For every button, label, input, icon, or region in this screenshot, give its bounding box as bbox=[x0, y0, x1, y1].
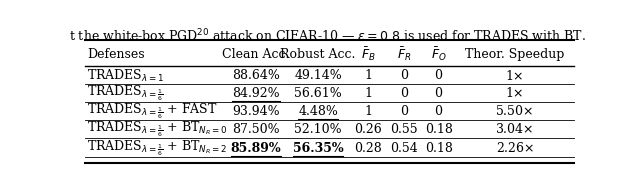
Text: 93.94%: 93.94% bbox=[232, 105, 280, 118]
Text: $\bar{F}_R$: $\bar{F}_R$ bbox=[397, 46, 411, 63]
Text: 0.18: 0.18 bbox=[425, 122, 452, 136]
Text: $\bar{F}_B$: $\bar{F}_B$ bbox=[361, 46, 376, 63]
Text: TRADES$_{\lambda=1}$: TRADES$_{\lambda=1}$ bbox=[88, 68, 164, 84]
Text: 3.04$\times$: 3.04$\times$ bbox=[495, 122, 534, 136]
Text: 87.50%: 87.50% bbox=[232, 122, 280, 136]
Text: Theor. Speedup: Theor. Speedup bbox=[465, 48, 564, 61]
Text: 1: 1 bbox=[364, 69, 372, 82]
Text: Defenses: Defenses bbox=[88, 48, 145, 61]
Text: 0: 0 bbox=[400, 69, 408, 82]
Text: 0.54: 0.54 bbox=[390, 142, 418, 155]
Text: 1: 1 bbox=[364, 105, 372, 118]
Text: 88.64%: 88.64% bbox=[232, 69, 280, 82]
Text: TRADES$_{\lambda=\frac{1}{6}}$: TRADES$_{\lambda=\frac{1}{6}}$ bbox=[88, 84, 164, 103]
Text: 0.18: 0.18 bbox=[425, 142, 452, 155]
Text: Robust Acc.: Robust Acc. bbox=[280, 48, 356, 61]
Text: 2.26$\times$: 2.26$\times$ bbox=[495, 141, 534, 155]
Text: 1$\times$: 1$\times$ bbox=[506, 69, 524, 83]
Text: TRADES$_{\lambda=\frac{1}{6}}$ + FAST: TRADES$_{\lambda=\frac{1}{6}}$ + FAST bbox=[88, 102, 218, 121]
Text: 1$\times$: 1$\times$ bbox=[506, 86, 524, 100]
Text: 56.61%: 56.61% bbox=[294, 87, 342, 100]
Text: 84.92%: 84.92% bbox=[232, 87, 280, 100]
Text: 0.55: 0.55 bbox=[390, 122, 418, 136]
Text: 52.10%: 52.10% bbox=[294, 122, 342, 136]
Text: 5.50$\times$: 5.50$\times$ bbox=[495, 104, 534, 118]
Text: 85.89%: 85.89% bbox=[231, 142, 282, 155]
Text: 1: 1 bbox=[364, 87, 372, 100]
Text: 49.14%: 49.14% bbox=[294, 69, 342, 82]
Text: 0: 0 bbox=[435, 87, 443, 100]
Text: $\bar{F}_O$: $\bar{F}_O$ bbox=[431, 46, 447, 63]
Text: TRADES$_{\lambda=\frac{1}{6}}$ + BT$_{N_R=0}$: TRADES$_{\lambda=\frac{1}{6}}$ + BT$_{N_… bbox=[88, 119, 228, 139]
Text: Clean Acc.: Clean Acc. bbox=[222, 48, 290, 61]
Text: 0: 0 bbox=[435, 105, 443, 118]
Text: TRADES$_{\lambda=\frac{1}{6}}$ + BT$_{N_R=2}$: TRADES$_{\lambda=\frac{1}{6}}$ + BT$_{N_… bbox=[88, 139, 228, 158]
Text: t the white-box PGD$^{20}$ attack on CIFAR-10 — $\epsilon = 0.8$ is used for TRA: t the white-box PGD$^{20}$ attack on CIF… bbox=[70, 28, 586, 45]
Text: 0: 0 bbox=[400, 105, 408, 118]
Text: 0: 0 bbox=[435, 69, 443, 82]
Text: 0.26: 0.26 bbox=[355, 122, 382, 136]
Text: 4.48%: 4.48% bbox=[298, 105, 338, 118]
Text: 0.28: 0.28 bbox=[355, 142, 382, 155]
Text: 56.35%: 56.35% bbox=[292, 142, 344, 155]
Text: 0: 0 bbox=[400, 87, 408, 100]
